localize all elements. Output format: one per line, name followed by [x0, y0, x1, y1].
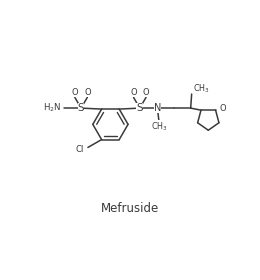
- Text: O: O: [84, 88, 91, 97]
- Text: Cl: Cl: [75, 145, 84, 154]
- Text: O: O: [72, 88, 78, 97]
- Text: H$_2$N: H$_2$N: [43, 102, 62, 114]
- Text: O: O: [220, 104, 226, 113]
- Text: S: S: [78, 103, 84, 113]
- Text: O: O: [130, 88, 137, 97]
- Text: S: S: [136, 103, 143, 113]
- Text: CH$_3$: CH$_3$: [193, 83, 210, 95]
- Text: O: O: [143, 88, 149, 97]
- Text: Mefruside: Mefruside: [101, 202, 159, 215]
- Text: N: N: [154, 103, 161, 113]
- Text: CH$_3$: CH$_3$: [151, 120, 167, 132]
